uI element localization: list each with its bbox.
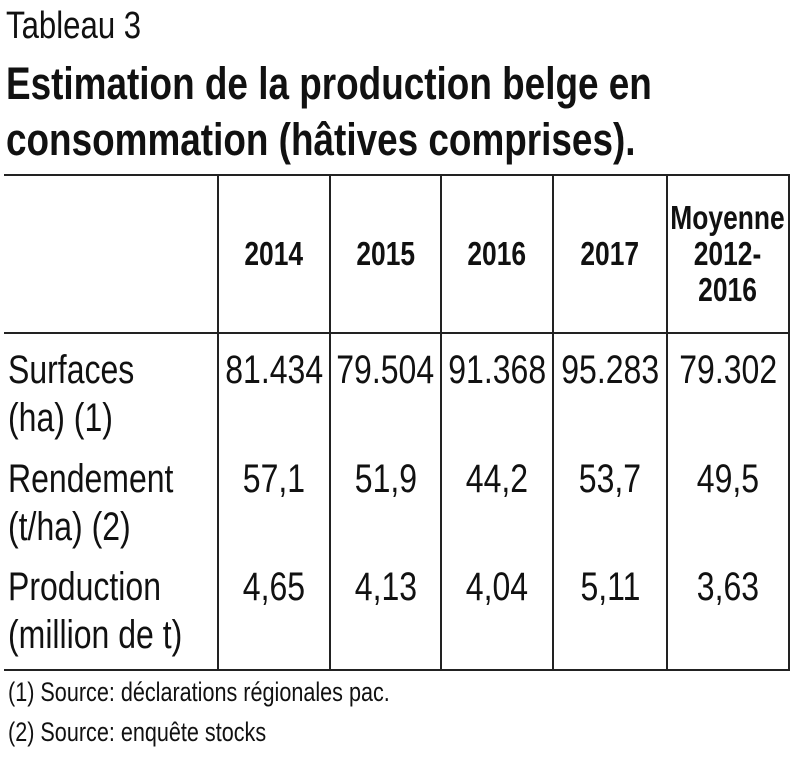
- table-cell: 95.283: [561, 348, 659, 392]
- table-cell: 51,9: [354, 457, 417, 501]
- column-header-average: Moyenne 2012- 2016: [670, 199, 786, 308]
- table-cell: 4,04: [465, 565, 529, 609]
- title-line-1: Estimation de la production belge en: [6, 58, 652, 109]
- table-title: Estimation de la production belge en con…: [6, 56, 652, 168]
- table-top-rule: [4, 174, 790, 176]
- table-label: Tableau 3: [6, 5, 142, 47]
- header-bottom-rule: [4, 332, 790, 334]
- table-bottom-rule: [4, 669, 790, 671]
- table-cell: 91.368: [448, 348, 546, 392]
- table-cell: 5,11: [580, 565, 640, 609]
- table-cell: 81.434: [225, 348, 323, 392]
- column-divider: [440, 176, 442, 669]
- column-divider: [552, 176, 554, 669]
- title-line-2: consommation (hâtives comprises).: [6, 114, 636, 165]
- footnote-1: (1) Source: déclarations régionales pac.: [8, 677, 390, 707]
- table-cell: 53,7: [578, 457, 642, 501]
- column-divider: [329, 176, 331, 669]
- table-cell: 79.302: [679, 348, 777, 392]
- footnote-2: (2) Source: enquête stocks: [8, 717, 267, 747]
- column-header-2016: 2016: [467, 235, 527, 272]
- table-cell: 49,5: [696, 457, 760, 501]
- column-divider: [217, 176, 219, 669]
- row-label-surfaces: Surfaces (ha) (1): [8, 348, 135, 440]
- table-cell: 44,2: [465, 457, 529, 501]
- column-header-2015: 2015: [356, 235, 415, 272]
- row-label-production: Production (million de t): [8, 565, 183, 657]
- table-cell: 4,13: [354, 565, 417, 609]
- table-cell: 79.504: [336, 348, 435, 392]
- table-right-border: [788, 176, 790, 669]
- table-cell: 57,1: [242, 457, 306, 501]
- column-divider: [666, 176, 668, 669]
- table-cell: 4,65: [242, 565, 306, 609]
- table-cell: 3,63: [696, 565, 760, 609]
- column-header-2014: 2014: [244, 235, 304, 272]
- column-header-2017: 2017: [580, 235, 640, 272]
- row-label-rendement: Rendement (t/ha) (2): [8, 457, 174, 549]
